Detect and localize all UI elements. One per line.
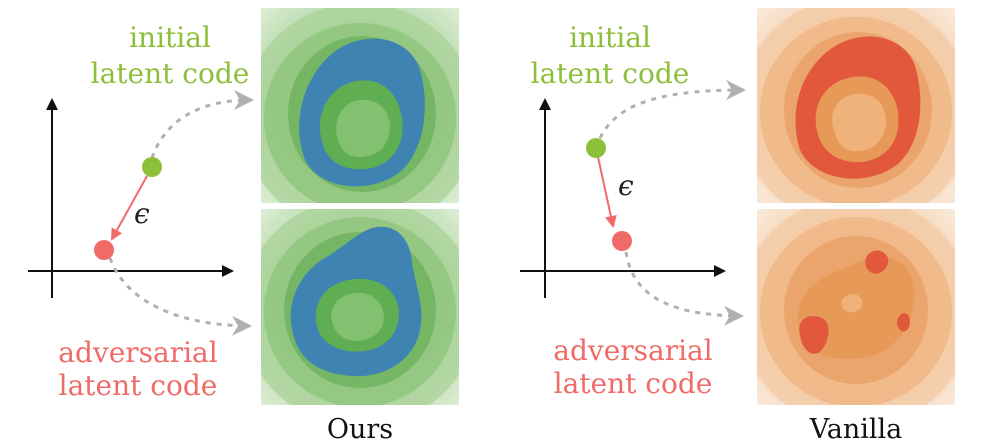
perturbation-arrow	[597, 156, 617, 228]
image-initial-ours	[261, 8, 459, 203]
dashed-curve-adversarial	[624, 251, 744, 326]
panel-vanilla: initial latent code adversarial latent c…	[520, 8, 955, 444]
image-adversarial-vanilla	[757, 209, 955, 405]
adversarial-label-line1: adversarial	[58, 336, 217, 369]
adversarial-label-line1: adversarial	[553, 334, 712, 367]
image-adversarial-ours	[261, 209, 459, 405]
caption-ours: Ours	[327, 414, 393, 444]
dashed-curve-initial	[598, 80, 746, 139]
adversarial-label-line2: latent code	[59, 369, 218, 402]
dashed-curve-adversarial	[108, 257, 252, 336]
initial-label-line2: latent code	[91, 57, 250, 90]
image-initial-vanilla	[757, 8, 955, 203]
initial-point	[142, 157, 162, 177]
initial-label-line1: initial	[129, 21, 211, 54]
initial-label-line2: latent code	[531, 57, 690, 90]
initial-label-line1: initial	[569, 21, 651, 54]
perturbation-arrow	[111, 175, 148, 241]
adversarial-point	[612, 231, 632, 251]
epsilon-label: ϵ	[618, 169, 634, 202]
adversarial-point	[94, 240, 114, 260]
caption-vanilla: Vanilla	[809, 414, 903, 444]
epsilon-label: ϵ	[134, 197, 150, 230]
panel-ours: initial latent code adversarial latent c…	[28, 8, 459, 444]
initial-point	[586, 138, 606, 158]
adversarial-label-line2: latent code	[554, 367, 713, 400]
dashed-curve-initial	[150, 90, 254, 159]
